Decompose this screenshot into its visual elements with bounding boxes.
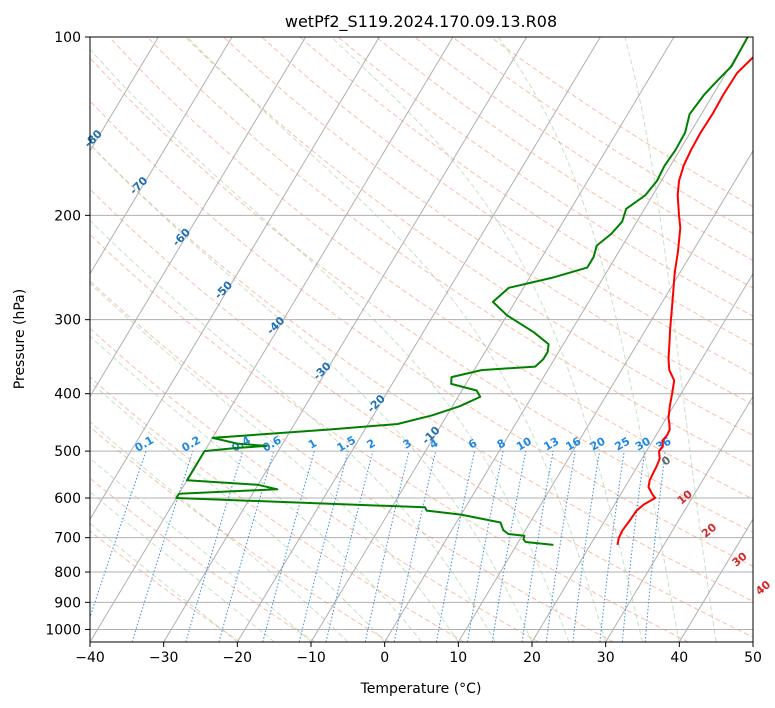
x-tick-label: −20 — [223, 650, 253, 666]
mixing-ratio-line — [185, 450, 244, 642]
dry-adiabat-line — [90, 327, 540, 642]
isotherm-gridline — [90, 37, 454, 642]
dry-adiabat-line — [299, 37, 753, 346]
moist-adiabat-line — [186, 37, 607, 642]
x-tick-label: 0 — [380, 650, 389, 666]
isotherm-gridline — [457, 149, 753, 642]
moist-adiabat-line — [90, 143, 533, 642]
isotherm-gridline — [0, 37, 11, 642]
x-tick-label: −10 — [296, 650, 326, 666]
moist-adiabat-line — [90, 491, 275, 642]
dry-adiabat-line — [90, 530, 241, 642]
y-tick-label: 800 — [54, 565, 81, 581]
isotherm-gridline — [90, 37, 380, 521]
plot-frame — [89, 36, 754, 643]
isotherm-gridline — [90, 37, 233, 275]
moist-adiabat-line — [497, 37, 680, 642]
dry-adiabat-line — [90, 233, 689, 642]
y-axis-label: Pressure (hPa) — [12, 289, 28, 389]
y-tick-label: 500 — [54, 444, 81, 460]
mixing-ratio-line — [298, 450, 349, 642]
dry-adiabat-line — [90, 100, 753, 567]
mixing-ratio-line — [218, 450, 275, 642]
moist-adiabat-line — [90, 219, 496, 642]
y-tick-label: 1000 — [45, 622, 81, 638]
moist-adiabat-line — [90, 48, 570, 642]
isotherm-gridline — [752, 641, 753, 642]
dry-adiabat-line — [90, 426, 390, 642]
mixing-ratio-line — [364, 450, 410, 642]
dry-adiabat-line — [90, 477, 315, 642]
y-tick-label: 400 — [54, 387, 81, 403]
dry-adiabat-line — [261, 37, 753, 375]
mixing-ratio-line — [393, 450, 437, 642]
dry-adiabat-line — [108, 37, 753, 500]
isotherm-gridline — [90, 37, 159, 152]
isotherm-gridline — [384, 37, 749, 642]
dry-adiabat-line — [90, 57, 753, 533]
y-tick-label: 600 — [54, 491, 81, 507]
plot-background — [90, 37, 753, 642]
chart-title: wetPf2_S119.2024.170.09.13.R08 — [285, 12, 557, 32]
dry-adiabat-line — [337, 37, 753, 317]
y-tick-label: 700 — [54, 531, 81, 547]
y-tick-label: 100 — [54, 30, 81, 46]
isotherm-gridline — [678, 518, 753, 642]
y-tick-label: 900 — [54, 595, 81, 611]
moist-adiabat-line — [90, 381, 386, 642]
axes: −40 −30 −20 −10 0 10 20 30 40 50 100 200 300 400 500 60… — [45, 30, 762, 666]
temperature-profile-line — [616, 55, 753, 546]
isotherm-gridline — [531, 272, 753, 642]
moist-adiabat-line — [624, 37, 717, 642]
mixing-ratio-line — [325, 450, 374, 642]
x-tick-label: 50 — [744, 650, 762, 666]
isotherm-gridline — [90, 37, 307, 398]
moist-adiabat-line — [330, 37, 643, 642]
x-axis-label: Temperature (°C) — [360, 681, 482, 697]
mixing-ratio-line — [644, 451, 666, 642]
moist-adiabat-line — [90, 421, 349, 642]
dry-adiabat-label: 40 — [753, 578, 773, 598]
dry-adiabat-line — [146, 37, 753, 468]
y-tick-label: 200 — [54, 208, 81, 224]
x-tick-label: 10 — [449, 650, 467, 666]
isotherm-gridline — [236, 37, 601, 642]
x-tick-label: 40 — [670, 650, 688, 666]
background-grid — [0, 37, 753, 642]
dry-adiabat-line — [90, 143, 753, 602]
x-tick-label: −30 — [149, 650, 179, 666]
dewpoint-profile-line — [175, 37, 749, 546]
sounding-series — [175, 37, 753, 546]
x-tick-label: 30 — [597, 650, 615, 666]
dry-adiabat-line — [90, 376, 465, 642]
x-tick-label: −40 — [75, 650, 105, 666]
x-tick-label: 20 — [523, 650, 541, 666]
isotherm-gridline — [163, 37, 528, 642]
isotherm-gridline — [605, 395, 753, 642]
isotherm-gridline — [310, 37, 675, 642]
mixing-ratio-line — [262, 450, 315, 642]
y-tick-label: 300 — [54, 313, 81, 329]
